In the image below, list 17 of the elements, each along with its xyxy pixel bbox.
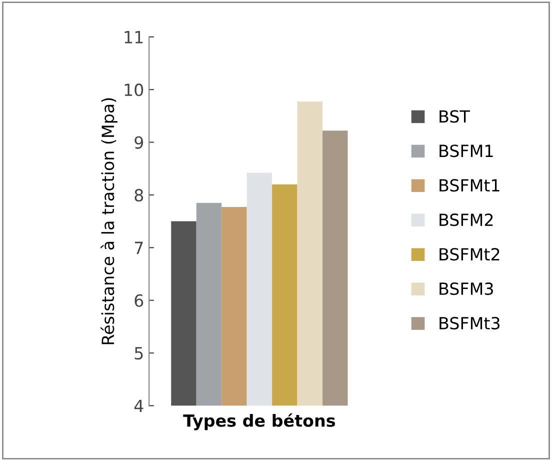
y-tick-label: 6 — [134, 294, 144, 307]
y-tick-label: 8 — [134, 188, 144, 202]
legend-label: BSFMt3 — [440, 316, 500, 330]
y-tick-label: 9 — [134, 136, 144, 149]
legend-label: BSFMt1 — [440, 179, 500, 192]
y-tick-label: 4 — [134, 400, 144, 412]
legend-label: BSFMt2 — [440, 248, 500, 261]
y-tick-label: 5 — [134, 347, 143, 360]
x-axis-title: Types de bétons — [183, 413, 335, 430]
y-tick-label: 11 — [124, 31, 143, 44]
y-tick-label: 10 — [124, 84, 144, 96]
legend-label: BSFM2 — [440, 214, 493, 226]
legend-label: BST — [440, 110, 470, 123]
y-tick-label: 7 — [134, 242, 143, 254]
y-axis-title: Résistance à la traction (Mpa) — [100, 98, 118, 344]
legend-label: BSFM1 — [440, 144, 493, 158]
legend-label: BSFM3 — [440, 282, 493, 296]
